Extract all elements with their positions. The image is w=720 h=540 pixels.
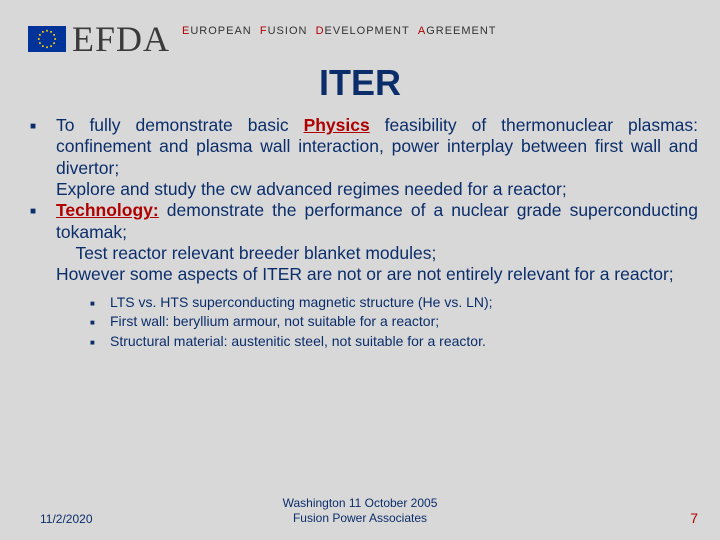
sub-bullet-marker-icon: ■ xyxy=(90,313,110,331)
bullet-text: Technology: demonstrate the performance … xyxy=(56,200,698,285)
content-area: ■To fully demonstrate basic Physics feas… xyxy=(30,115,698,352)
header: EFDA xyxy=(28,18,170,60)
efda-logo-text: EFDA xyxy=(72,18,170,60)
sub-bullet-marker-icon: ■ xyxy=(90,333,110,351)
sub-bullet-list: ■LTS vs. HTS superconducting magnetic st… xyxy=(90,294,698,351)
sub-bullet-text: LTS vs. HTS superconducting magnetic str… xyxy=(110,294,493,312)
slide-title: ITER xyxy=(0,62,720,104)
bullet-marker-icon: ■ xyxy=(30,200,56,285)
sub-bullet-item: ■Structural material: austenitic steel, … xyxy=(90,333,698,351)
footer: 11/2/2020 Washington 11 October 2005 Fus… xyxy=(0,496,720,526)
bullet-marker-icon: ■ xyxy=(30,115,56,200)
sub-bullet-item: ■LTS vs. HTS superconducting magnetic st… xyxy=(90,294,698,312)
header-subtitle: EUROPEAN FUSION DEVELOPMENT AGREEMENT xyxy=(182,25,497,37)
footer-center: Washington 11 October 2005 Fusion Power … xyxy=(0,496,720,526)
footer-date: 11/2/2020 xyxy=(40,512,93,526)
bullet-text: To fully demonstrate basic Physics feasi… xyxy=(56,115,698,200)
sub-bullet-item: ■First wall: beryllium armour, not suita… xyxy=(90,313,698,331)
sub-bullet-text: First wall: beryllium armour, not suitab… xyxy=(110,313,439,331)
sub-bullet-marker-icon: ■ xyxy=(90,294,110,312)
bullet-item: ■To fully demonstrate basic Physics feas… xyxy=(30,115,698,200)
footer-line2: Fusion Power Associates xyxy=(293,511,427,525)
sub-bullet-text: Structural material: austenitic steel, n… xyxy=(110,333,486,351)
footer-line1: Washington 11 October 2005 xyxy=(283,496,438,510)
bullet-item: ■Technology: demonstrate the performance… xyxy=(30,200,698,285)
footer-page-number: 7 xyxy=(690,510,698,526)
eu-flag-icon xyxy=(28,26,66,52)
